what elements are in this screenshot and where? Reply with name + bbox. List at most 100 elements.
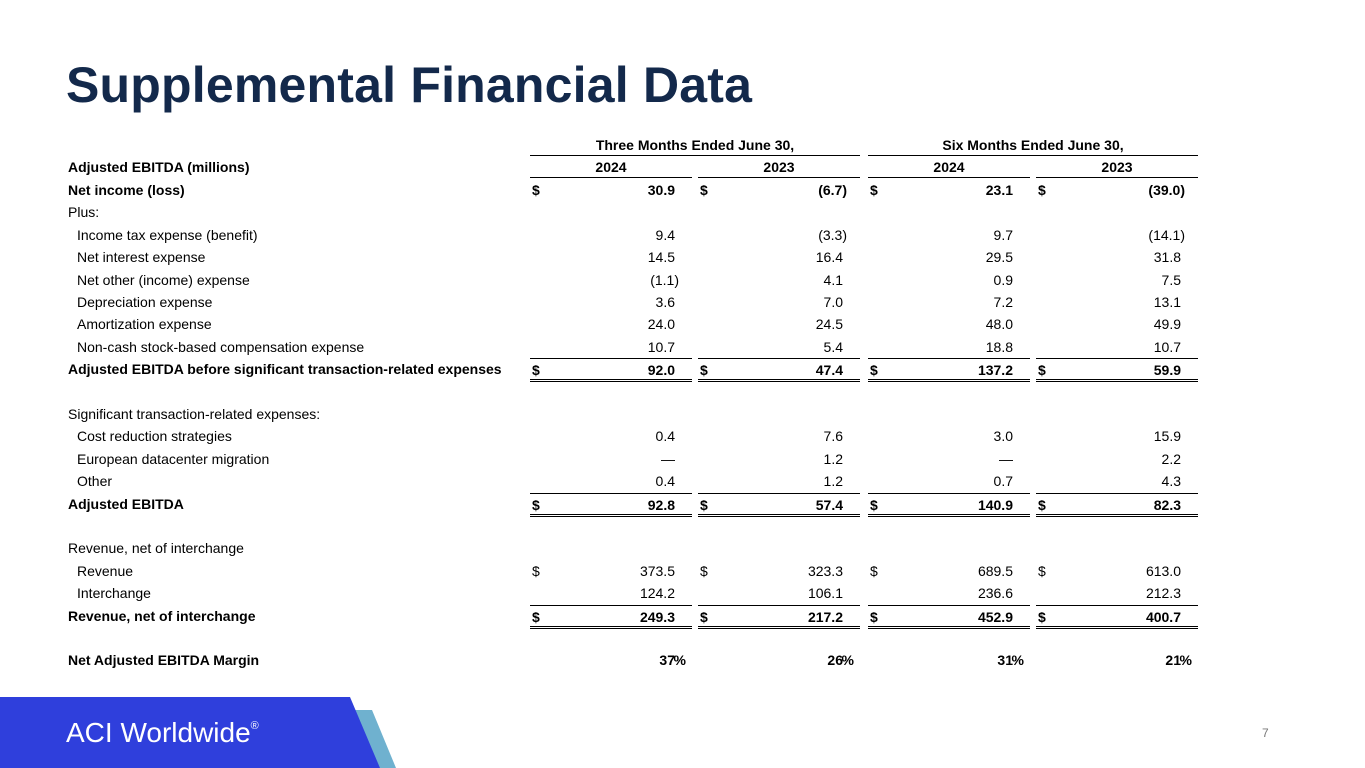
table-cell: 1.2	[698, 470, 860, 492]
table-cell: 31.8	[1036, 246, 1198, 268]
page-number: 7	[1262, 726, 1269, 740]
cell-value: 92.8	[647, 496, 675, 513]
cell-value: 47.4	[815, 362, 843, 379]
table-cell: (1.1)	[530, 269, 692, 291]
table-cell: $23.1	[868, 179, 1030, 201]
table-cell: 212.3	[1036, 582, 1198, 604]
table-cell: $400.7	[1036, 604, 1198, 629]
logo-mark: ®	[250, 720, 259, 732]
row-label: Income tax expense (benefit)	[77, 226, 258, 243]
cell-value: 0.7	[993, 473, 1013, 490]
row-label: Non-cash stock-based compensation expens…	[77, 338, 365, 355]
table-cell: (3.3)	[698, 224, 860, 246]
cell-value: —	[999, 450, 1013, 467]
cell-value: 9.4	[655, 226, 675, 243]
table-cell: $140.9	[868, 492, 1030, 517]
year-header: 2024	[868, 156, 1030, 178]
currency-sign: $	[1038, 362, 1046, 379]
cell-unit: %	[1179, 652, 1192, 669]
table-cell: 4.3	[1036, 470, 1198, 492]
group-header: Three Months Ended June 30,	[530, 134, 860, 156]
table-cell: 1.2	[698, 448, 860, 470]
cell-value: 1.2	[823, 450, 843, 467]
currency-sign: $	[1038, 562, 1046, 579]
cell-value: 13.1	[1153, 294, 1181, 310]
currency-sign: $	[700, 362, 708, 379]
cell-value: 48.0	[985, 316, 1013, 333]
year-header: 2024	[530, 156, 692, 178]
row-label: Revenue, net of interchange	[68, 540, 244, 557]
cell-value: 7.2	[993, 294, 1013, 310]
table-cell: 7.6	[698, 425, 860, 447]
cell-value: 0.9	[993, 271, 1013, 288]
currency-sign: $	[532, 608, 540, 625]
cell-value: (39.0)	[1148, 182, 1185, 198]
cell-value: 57.4	[815, 496, 843, 513]
currency-sign: $	[700, 608, 708, 625]
table-cell: $59.9	[1036, 358, 1198, 383]
currency-sign: $	[1038, 182, 1046, 198]
cell-value: 217.2	[807, 608, 843, 625]
currency-sign: $	[532, 562, 540, 579]
cell-value: 323.3	[807, 562, 843, 579]
cell-value: 7.5	[1161, 271, 1181, 288]
currency-sign: $	[870, 608, 878, 625]
year-header: 2023	[1036, 156, 1198, 178]
currency-sign: $	[700, 182, 708, 198]
row-label: Cost reduction strategies	[77, 428, 232, 445]
table-cell: $ (6.7)	[698, 179, 860, 201]
table-cell: 3.0	[868, 425, 1030, 447]
logo-text: ACI Worldwide	[66, 717, 251, 748]
table-cell: $82.3	[1036, 492, 1198, 517]
cell-value: 249.3	[639, 608, 675, 625]
footer-band	[0, 697, 396, 768]
row-label: Net Adjusted EBITDA Margin	[68, 652, 260, 669]
table-cell: —	[868, 448, 1030, 470]
cell-value: 7.0	[823, 294, 843, 310]
table-cell: $137.2	[868, 358, 1030, 383]
currency-sign: $	[532, 496, 540, 513]
cell-value: 0.4	[655, 428, 675, 445]
cell-value: (3.3)	[818, 226, 847, 243]
cell-value: (6.7)	[818, 182, 847, 198]
row-label: Amortization expense	[77, 316, 212, 333]
row-label: Plus:	[68, 204, 100, 221]
cell-value: 18.8	[985, 338, 1013, 355]
cell-unit: %	[1011, 652, 1024, 669]
cell-value: 31.8	[1153, 249, 1181, 266]
row-label: Other	[77, 473, 113, 490]
cell-value: 29.5	[985, 249, 1013, 266]
table-cell: 16.4	[698, 246, 860, 268]
slide-title: Supplemental Financial Data	[66, 57, 753, 113]
cell-value: 5.4	[823, 338, 843, 355]
year-header: 2023	[698, 156, 860, 178]
cell-value: 613.0	[1145, 562, 1181, 579]
cell-value: 212.3	[1145, 585, 1181, 602]
table-cell: 31%	[868, 649, 1030, 671]
currency-sign: $	[870, 182, 878, 198]
table-cell: 106.1	[698, 582, 860, 604]
table-cell: 9.4	[530, 224, 692, 246]
cell-value: 3.0	[993, 428, 1013, 445]
cell-value: —	[661, 450, 675, 467]
cell-value: 82.3	[1153, 496, 1181, 513]
accent-stripe	[355, 710, 396, 768]
table-cell: 15.9	[1036, 425, 1198, 447]
table-cell: 9.7	[868, 224, 1030, 246]
table-cell: $217.2	[698, 604, 860, 629]
table-cell: $613.0	[1036, 560, 1198, 582]
stub-header: Adjusted EBITDA (millions)	[68, 159, 250, 175]
cell-value: 373.5	[639, 562, 675, 579]
cell-value: 10.7	[1153, 338, 1181, 355]
currency-sign: $	[700, 496, 708, 513]
cell-value: 37	[659, 652, 675, 669]
cell-unit: %	[841, 652, 854, 669]
table-cell: 10.7	[530, 336, 692, 358]
cell-value: 24.5	[815, 316, 843, 333]
table-cell: 7.0	[698, 291, 860, 313]
financial-table: Three Months Ended June 30, 2024 2023 Six M…	[68, 134, 1198, 671]
cell-value: 124.2	[639, 585, 675, 602]
cell-value: (14.1)	[1148, 226, 1185, 243]
row-label: Net other (income) expense	[77, 271, 250, 288]
